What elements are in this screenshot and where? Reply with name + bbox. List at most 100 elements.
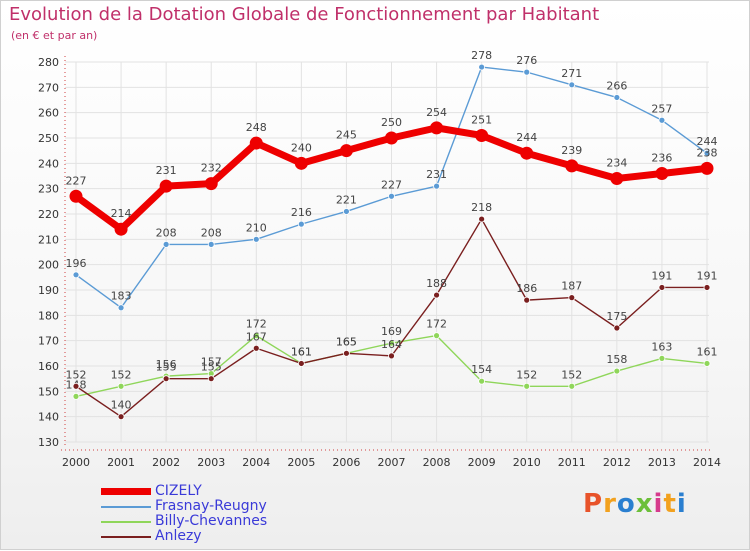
proxiti-logo: Proxiti xyxy=(583,489,687,519)
data-label-frasnay-reugny-2005: 216 xyxy=(291,206,312,219)
logo-letter: x xyxy=(635,489,654,519)
y-tick-label-180: 180 xyxy=(38,309,59,322)
y-tick-label-230: 230 xyxy=(38,183,59,196)
point-anlezy-2012 xyxy=(613,324,621,332)
data-label-frasnay-reugny-2010: 276 xyxy=(516,54,537,67)
chart-subtitle: (en € et par an) xyxy=(11,29,98,42)
data-label-cizely-2002: 231 xyxy=(156,164,177,177)
x-tick-label-2012: 2012 xyxy=(603,456,631,469)
data-label-billy-chevannes-2005: 161 xyxy=(291,345,312,358)
point-anlezy-2007 xyxy=(388,352,395,360)
x-tick-label-2009: 2009 xyxy=(468,456,496,469)
data-label-frasnay-reugny-2001: 183 xyxy=(111,290,132,303)
y-tick-label-220: 220 xyxy=(38,208,59,221)
x-tick-label-2006: 2006 xyxy=(332,456,360,469)
data-label-frasnay-reugny-2012: 266 xyxy=(606,79,627,92)
logo-letter: o xyxy=(616,489,636,519)
logo-letter: i xyxy=(653,489,664,519)
data-label-cizely-2013: 236 xyxy=(651,151,672,164)
point-billy-chevannes-2009 xyxy=(478,377,486,385)
point-frasnay-reugny-2014 xyxy=(703,149,711,157)
point-frasnay-reugny-2004 xyxy=(252,235,260,243)
data-label-anlezy-2001: 140 xyxy=(111,399,132,412)
legend-swatch-cizely xyxy=(101,488,151,495)
point-billy-chevannes-2012 xyxy=(613,367,621,375)
x-tick-label-2007: 2007 xyxy=(378,456,406,469)
point-anlezy-2013 xyxy=(658,284,666,291)
logo-letter: P xyxy=(583,489,604,519)
data-label-anlezy-2007: 164 xyxy=(381,338,402,351)
point-cizely-2004 xyxy=(249,136,263,150)
point-billy-chevannes-2014 xyxy=(703,360,711,367)
y-tick-label-200: 200 xyxy=(38,259,59,272)
y-tick-label-270: 270 xyxy=(38,81,59,94)
point-frasnay-reugny-2007 xyxy=(388,192,395,200)
y-tick-label-170: 170 xyxy=(38,335,59,348)
point-cizely-2012 xyxy=(610,172,624,186)
point-billy-chevannes-2007 xyxy=(388,339,395,347)
legend-swatch-anlezy xyxy=(101,536,151,538)
point-billy-chevannes-2001 xyxy=(117,382,125,390)
data-label-frasnay-reugny-2013: 257 xyxy=(651,102,672,115)
data-label-billy-chevannes-2002: 156 xyxy=(156,358,177,371)
x-tick-label-2002: 2002 xyxy=(152,456,180,469)
data-label-anlezy-2011: 187 xyxy=(561,280,582,293)
y-tick-label-250: 250 xyxy=(38,132,59,145)
point-frasnay-reugny-2005 xyxy=(297,220,305,228)
point-anlezy-2006 xyxy=(343,349,350,357)
y-tick-label-160: 160 xyxy=(38,360,59,373)
point-anlezy-2009 xyxy=(478,215,486,223)
x-tick-label-2010: 2010 xyxy=(513,456,541,469)
point-frasnay-reugny-2006 xyxy=(343,208,350,215)
data-label-anlezy-2009: 218 xyxy=(471,201,492,214)
point-anlezy-2000 xyxy=(72,382,80,390)
legend-swatch-billy-chevannes xyxy=(101,521,151,523)
point-frasnay-reugny-2001 xyxy=(117,304,125,312)
data-label-anlezy-2006: 165 xyxy=(336,335,357,348)
point-billy-chevannes-2011 xyxy=(568,382,576,390)
x-tick-label-2013: 2013 xyxy=(648,456,676,469)
x-tick-label-2011: 2011 xyxy=(558,456,586,469)
legend-label-frasnay-reugny: Frasnay-Reugny xyxy=(155,498,267,514)
point-cizely-2013 xyxy=(655,166,669,180)
point-cizely-2008 xyxy=(430,121,444,135)
data-label-frasnay-reugny-2000: 196 xyxy=(66,257,87,270)
data-label-cizely-2000: 227 xyxy=(66,174,87,187)
point-cizely-2001 xyxy=(114,222,128,236)
data-label-billy-chevannes-2004: 172 xyxy=(246,318,267,331)
data-label-billy-chevannes-2011: 152 xyxy=(561,368,582,381)
x-tick-label-2008: 2008 xyxy=(423,456,451,469)
data-label-cizely-2006: 245 xyxy=(336,129,357,142)
data-label-frasnay-reugny-2009: 278 xyxy=(471,49,492,62)
legend-label-anlezy: Anlezy xyxy=(155,528,202,544)
x-tick-label-2003: 2003 xyxy=(197,456,225,469)
point-anlezy-2005 xyxy=(297,360,305,367)
point-anlezy-2001 xyxy=(117,413,125,421)
data-label-anlezy-2012: 175 xyxy=(606,310,627,323)
data-label-anlezy-2004: 167 xyxy=(246,330,267,343)
data-label-cizely-2010: 244 xyxy=(516,131,537,144)
data-label-cizely-2003: 232 xyxy=(201,162,222,175)
data-label-billy-chevannes-2012: 158 xyxy=(606,353,627,366)
data-label-frasnay-reugny-2002: 208 xyxy=(156,226,177,239)
point-cizely-2009 xyxy=(475,128,489,142)
data-label-billy-chevannes-2008: 172 xyxy=(426,318,447,331)
data-label-cizely-2012: 234 xyxy=(606,157,627,170)
data-label-anlezy-2002: 155 xyxy=(156,361,177,374)
point-frasnay-reugny-2011 xyxy=(568,81,576,89)
y-tick-label-150: 150 xyxy=(38,385,59,398)
data-label-cizely-2008: 254 xyxy=(426,106,447,119)
legend-label-billy-chevannes: Billy-Chevannes xyxy=(155,513,268,529)
data-label-billy-chevannes-2014: 161 xyxy=(697,345,718,358)
point-cizely-2011 xyxy=(565,159,579,173)
x-tick-label-2000: 2000 xyxy=(62,456,90,469)
point-frasnay-reugny-2013 xyxy=(658,116,666,124)
data-label-frasnay-reugny-2004: 210 xyxy=(246,221,267,234)
data-label-cizely-2005: 240 xyxy=(291,141,312,154)
y-tick-label-130: 130 xyxy=(38,436,59,449)
x-tick-label-2014: 2014 xyxy=(693,456,721,469)
point-frasnay-reugny-2002 xyxy=(162,240,170,248)
data-label-frasnay-reugny-2008: 231 xyxy=(426,168,447,181)
logo-letter: i xyxy=(676,489,687,519)
data-label-billy-chevannes-2013: 163 xyxy=(651,340,672,353)
